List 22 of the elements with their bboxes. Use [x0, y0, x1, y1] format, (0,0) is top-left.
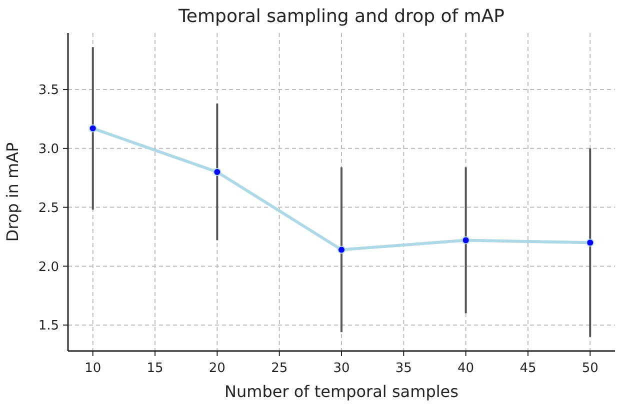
x-tick-label: 15	[146, 361, 164, 376]
x-tick-label: 25	[271, 361, 288, 376]
point	[462, 236, 470, 244]
y-tick-label: 3.0	[38, 142, 59, 157]
y-tick-label: 2.0	[38, 260, 59, 275]
x-tick-label: 50	[582, 361, 598, 376]
y-tick-label: 2.5	[38, 200, 59, 216]
point	[213, 168, 222, 176]
x-axis-title: Number of temporal samples	[224, 382, 458, 401]
x-tick-label: 40	[458, 361, 474, 376]
x-tick-label: 10	[84, 361, 102, 376]
x-tick-label: 35	[395, 361, 412, 376]
point	[88, 124, 97, 132]
y-tick-label: 3.5	[38, 83, 59, 98]
x-tick-label: 30	[333, 361, 350, 376]
y-axis-title: Drop in mAP	[3, 142, 22, 242]
chart-title: Temporal sampling and drop of mAP	[177, 6, 505, 27]
point	[338, 246, 346, 254]
x-tick-label: 20	[208, 361, 226, 376]
point	[586, 238, 594, 247]
y-tick-label: 1.5	[38, 318, 59, 334]
x-tick-label: 45	[520, 361, 536, 376]
